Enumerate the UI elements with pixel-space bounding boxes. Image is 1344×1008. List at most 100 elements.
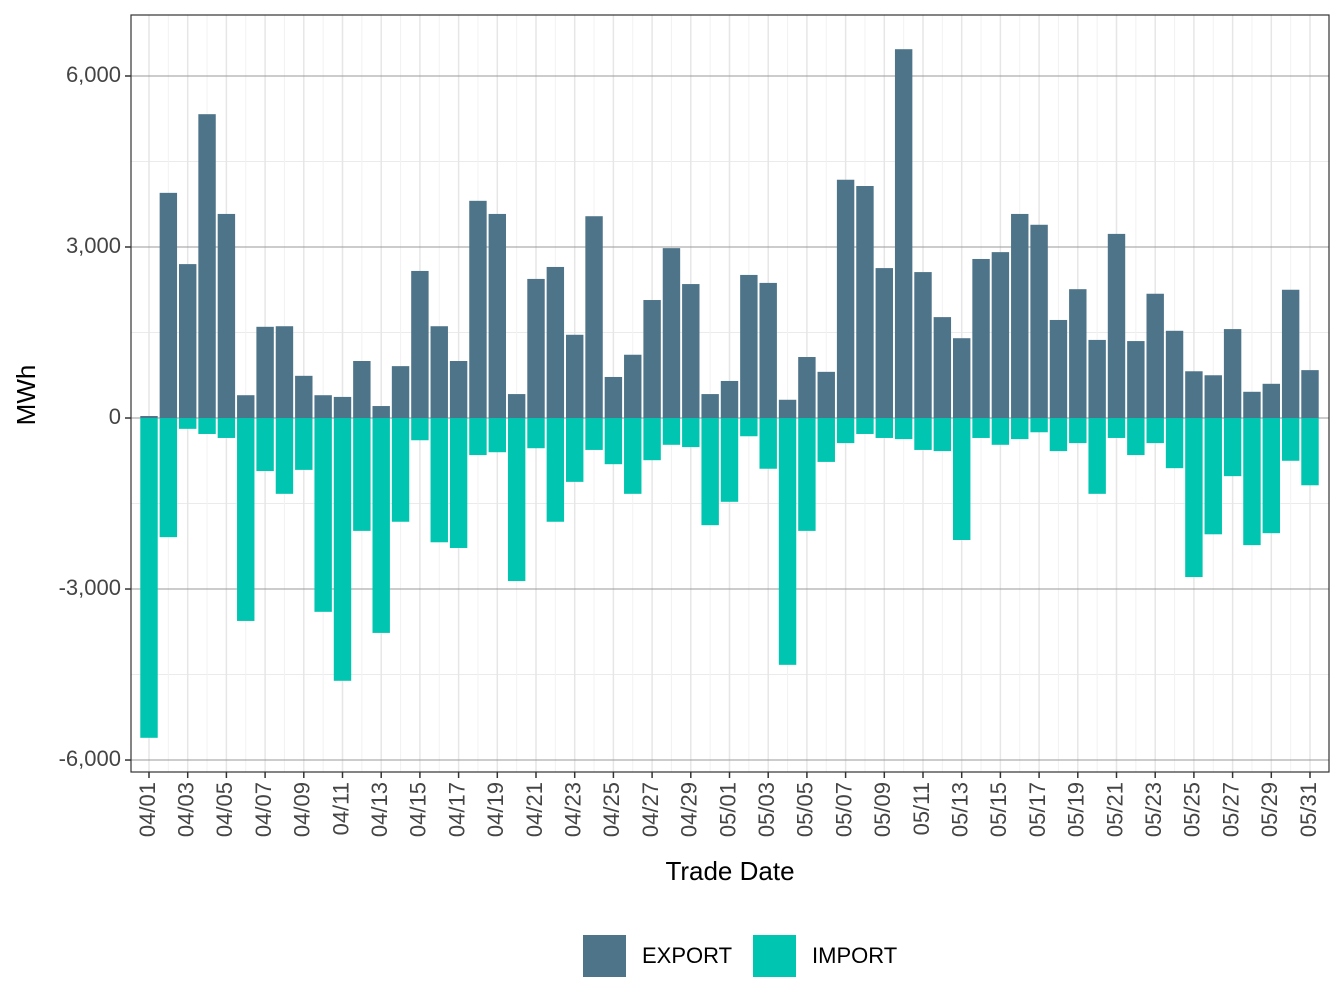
bar [1204, 418, 1222, 535]
bar [507, 418, 526, 582]
bar [1088, 339, 1106, 419]
bar [391, 366, 410, 419]
bar [933, 317, 952, 419]
bar [1107, 418, 1126, 438]
bar [1165, 330, 1184, 419]
bar [1127, 418, 1145, 456]
bar [836, 418, 855, 444]
bar [1049, 319, 1068, 419]
bar [952, 418, 971, 540]
bar [682, 284, 700, 419]
bar [1030, 418, 1048, 433]
y-tick-label: -6,000 [59, 746, 121, 771]
bar [991, 252, 1010, 419]
x-tick-label: 04/25 [599, 782, 624, 837]
bar [836, 179, 855, 419]
bar [1127, 341, 1145, 419]
bar [1088, 418, 1106, 494]
bar [1030, 224, 1048, 419]
legend-label: IMPORT [812, 943, 897, 968]
bar [894, 418, 913, 440]
x-tick-label: 05/31 [1296, 782, 1321, 837]
x-tick-label: 04/09 [290, 782, 315, 837]
bar [817, 371, 835, 419]
x-tick-label: 05/21 [1102, 782, 1127, 837]
x-tick-label: 05/15 [986, 782, 1011, 837]
bar [740, 274, 758, 419]
bar [1185, 418, 1203, 578]
bar [856, 418, 874, 434]
bar [701, 418, 719, 526]
bar [314, 418, 332, 612]
x-tick-label: 04/05 [212, 782, 237, 837]
x-tick-label: 05/01 [715, 782, 740, 837]
bar [682, 418, 700, 448]
bar [1223, 418, 1242, 477]
bar [1301, 418, 1319, 486]
bar [295, 375, 313, 419]
bar [817, 418, 835, 462]
x-tick-label: 04/03 [174, 782, 199, 837]
bar [952, 338, 971, 419]
bar [140, 418, 158, 738]
bar [624, 354, 642, 419]
bar [140, 416, 158, 419]
bar [1146, 293, 1164, 419]
bar [488, 213, 507, 419]
bar [217, 418, 236, 438]
bar [1165, 418, 1184, 469]
y-tick-label: -3,000 [59, 575, 121, 600]
bar [914, 272, 932, 419]
bar [411, 418, 429, 441]
y-axis-title: MWh [11, 365, 41, 426]
bar [875, 268, 894, 419]
bar [933, 418, 952, 452]
bar [565, 334, 584, 419]
bar [256, 418, 274, 472]
bar [198, 418, 216, 434]
bar [1011, 418, 1029, 440]
bar [624, 418, 642, 494]
bar [759, 418, 777, 469]
bar [546, 266, 565, 419]
bar [1069, 418, 1087, 444]
bar [740, 418, 758, 437]
bar [662, 418, 681, 445]
bar [1301, 370, 1319, 419]
bar [565, 418, 584, 482]
bar [1069, 289, 1087, 419]
x-tick-label: 05/29 [1257, 782, 1282, 837]
bar [604, 376, 623, 419]
bar [527, 418, 545, 449]
bar [527, 278, 545, 419]
bar [198, 114, 216, 419]
bar [643, 418, 661, 461]
bar [778, 399, 797, 419]
bar [604, 418, 623, 465]
x-tick-label: 05/05 [793, 782, 818, 837]
bar [391, 418, 410, 522]
bar [914, 418, 932, 450]
bar [894, 49, 913, 419]
bar [546, 418, 565, 522]
bar [1281, 289, 1300, 419]
x-tick-label: 04/19 [483, 782, 508, 837]
bar [1011, 213, 1029, 419]
bar [507, 394, 526, 419]
bar [449, 361, 468, 419]
bar [256, 326, 274, 419]
bar [585, 418, 603, 450]
x-tick-label: 05/27 [1218, 782, 1243, 837]
bar [972, 258, 990, 419]
bar [353, 418, 371, 531]
bar [585, 216, 603, 419]
bar [1243, 391, 1261, 419]
legend-label: EXPORT [642, 943, 732, 968]
bar [1185, 371, 1203, 419]
x-tick-label: 05/07 [831, 782, 856, 837]
y-tick-label: 3,000 [66, 233, 121, 258]
bar [798, 357, 816, 419]
bar [333, 418, 352, 681]
bar [430, 418, 448, 543]
bar [701, 394, 719, 419]
